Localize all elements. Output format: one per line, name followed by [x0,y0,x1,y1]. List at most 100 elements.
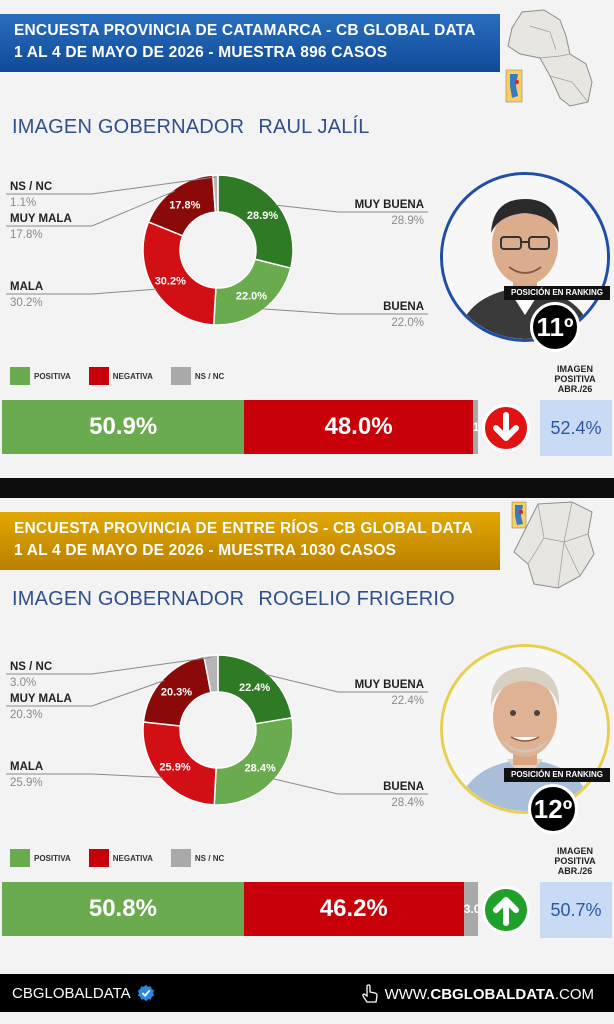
leader-line [265,673,428,693]
category-value-label: 28.9% [391,215,424,227]
legend-label: NS / NC [194,853,225,863]
category-value-label: 3.0% [10,677,36,689]
bar-segment-positive: 50.8% [2,882,244,936]
chart-title: IMAGEN GOBERNADOR ROGELIO FRIGERIO [12,588,469,611]
leader-line [6,773,163,778]
legend-label: NS / NC [194,371,225,381]
legend-label: POSITIVA [34,371,71,381]
donut-slice [203,654,219,694]
governor-photo-icon [440,172,610,342]
bar-segment-positive: 50.9% [2,400,245,454]
legend-item-ns: NS / NC [170,849,225,867]
previous-image-value: 50.7% [540,882,612,938]
governor-name: ROGELIO FRIGERIO [258,588,455,610]
bar-segment-negative: 46.2% [243,882,464,936]
category-value-label: 1.1% [10,197,36,209]
pointer-hand-icon [361,984,378,1003]
footer-brand[interactable]: CBGLOBALDATA [12,984,155,1002]
survey-header-title: ENCUESTA PROVINCIA DE CATAMARCA - CB GLO… [14,22,476,39]
legend-item-positive: POSITIVA [10,367,71,385]
survey-panel-entre-rios: ENCUESTA PROVINCIA DE ENTRE RÍOS - CB GL… [0,498,614,970]
previous-image-value: 52.4% [540,400,612,456]
website-suffix: .COM [554,985,594,1003]
slice-value-label: 17.8% [169,199,200,211]
category-value-label: 20.3% [10,709,43,721]
trend-down-icon [482,404,530,452]
bar-segment-ns: 1.1 [472,400,478,454]
ranking-label: POSICIÓN EN RANKING [504,286,610,300]
chart-title: IMAGEN GOBERNADOR RAUL JALÍL [12,116,384,139]
leader-line [6,190,176,227]
survey-header-dates: 1 AL 4 DE MAYO DE 2026 - MUESTRA 1030 CA… [14,542,397,559]
bar-segment-ns: 3.0 [463,882,478,936]
ranking-label: POSICIÓN EN RANKING [504,768,610,782]
panel-divider [0,478,614,498]
category-label: MUY BUENA [355,199,424,211]
brand-name: CBGLOBALDATA [12,984,131,1002]
legend-item-positive: POSITIVA [10,849,71,867]
slice-value-label: 28.9% [247,210,278,222]
legend-item-negative: NEGATIVA [88,367,153,385]
chart-legend: POSITIVA NEGATIVA NS / NC [10,366,242,386]
ranking-badge: 12º [528,784,578,834]
slice-value-label: 22.0% [236,290,267,302]
category-label: MUY MALA [10,213,72,225]
leader-line [275,204,428,213]
category-value-label: 17.8% [10,229,43,241]
donut-slice [212,174,219,213]
category-value-label: 22.4% [391,695,424,707]
survey-header-dates: 1 AL 4 DE MAYO DE 2026 - MUESTRA 896 CAS… [14,44,388,61]
governor-name: RAUL JALÍL [258,116,370,138]
website-name: CBGLOBALDATA [430,985,555,1003]
trend-up-icon [482,886,530,934]
donut-slice [142,220,217,326]
governor-photo-icon [440,644,610,814]
leader-line [6,656,212,675]
slice-value-label: 20.3% [161,687,192,699]
image-summary-bar: 50.8% 46.2% 3.0 [2,882,480,936]
bar-segment-negative: 48.0% [244,400,473,454]
legend-label: POSITIVA [34,853,71,863]
category-value-label: 22.0% [391,317,424,329]
survey-panel-catamarca: ENCUESTA PROVINCIA DE CATAMARCA - CB GLO… [0,0,614,478]
category-label: MALA [10,761,43,773]
category-value-label: 25.9% [10,777,43,789]
category-label: BUENA [383,781,424,793]
image-donut-chart: 22.4% MUY BUENA 22.4% 28.4% BUENA 28.4% 25.9% M… [6,654,428,809]
leader-line [6,680,165,707]
previous-image-label: IMAGEN POSITIVA ABR./26 [554,846,596,876]
category-label: MUY MALA [10,693,72,705]
category-value-label: 30.2% [10,297,43,309]
slice-value-label: 28.4% [245,763,276,775]
legend-label: NEGATIVA [112,853,153,863]
survey-header: ENCUESTA PROVINCIA DE CATAMARCA - CB GLO… [0,14,500,72]
legend-item-ns: NS / NC [170,367,225,385]
leader-line [6,288,157,295]
footer: CBGLOBALDATA WWW. CBGLOBALDATA .COM [0,974,614,1012]
verified-badge-icon [137,984,154,1002]
donut-slice [213,716,294,806]
leader-line [6,176,216,195]
slice-value-label: 30.2% [155,275,186,287]
category-value-label: 28.4% [391,797,424,809]
footer-website-link[interactable]: WWW. CBGLOBALDATA .COM [361,984,594,1004]
survey-header-title: ENCUESTA PROVINCIA DE ENTRE RÍOS - CB GL… [14,520,473,537]
category-label: NS / NC [10,661,52,673]
slice-value-label: 22.4% [239,682,270,694]
image-summary-bar: 50.9% 48.0% 1.1 [2,400,480,454]
chart-title-prefix: IMAGEN GOBERNADOR [12,588,245,610]
previous-image-label: IMAGEN POSITIVA ABR./26 [554,364,596,394]
chart-title-prefix: IMAGEN GOBERNADOR [12,116,245,138]
image-donut-chart: 28.9% MUY BUENA 28.9% 22.0% BUENA 22.0% 30.2% M… [6,174,428,329]
website-prefix: WWW. [384,985,431,1003]
legend-item-negative: NEGATIVA [88,849,153,867]
leader-line [272,778,428,795]
category-label: BUENA [383,301,424,313]
category-label: MALA [10,281,43,293]
legend-label: NEGATIVA [112,371,153,381]
category-label: MUY BUENA [355,679,424,691]
survey-header: ENCUESTA PROVINCIA DE ENTRE RÍOS - CB GL… [0,512,500,570]
entre-rios-map-icon [511,501,595,589]
category-label: NS / NC [10,181,52,193]
chart-legend: POSITIVA NEGATIVA NS / NC [10,848,242,868]
